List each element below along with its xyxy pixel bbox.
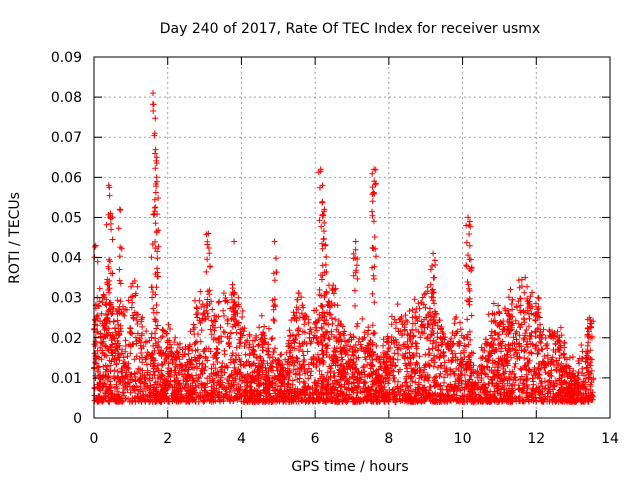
y-tick-label: 0.04 xyxy=(51,251,82,267)
y-tick-label: 0.08 xyxy=(51,90,82,106)
plot-frame xyxy=(93,56,611,419)
y-tick-label: 0.01 xyxy=(51,371,82,387)
chart-title: Day 240 of 2017, Rate Of TEC Index for r… xyxy=(160,21,540,37)
x-tick-label: 8 xyxy=(384,431,393,447)
y-tick-label: 0 xyxy=(73,411,82,427)
y-axis-label: ROTI / TECUs xyxy=(7,192,23,284)
x-tick-label: 6 xyxy=(311,431,320,447)
x-tick-label: 2 xyxy=(163,431,172,447)
y-tick-label: 0.06 xyxy=(51,170,82,186)
x-tick-label: 0 xyxy=(90,431,99,447)
x-axis-label: GPS time / hours xyxy=(291,459,408,475)
x-tick-label: 4 xyxy=(237,431,246,447)
x-tick-label: 14 xyxy=(601,431,619,447)
x-tick-label: 12 xyxy=(527,431,545,447)
y-tick-label: 0.09 xyxy=(51,50,82,66)
y-tick-label: 0.03 xyxy=(51,291,82,307)
axis-ticks: 0 0.01 0.02 0.03 0.04 0.05 0.06 0.07 0.08 0.09 0 2 4… xyxy=(51,50,619,447)
scatter-marks xyxy=(91,90,597,405)
y-tick-label: 0.02 xyxy=(51,331,82,347)
data-points xyxy=(91,90,597,405)
x-tick-label: 10 xyxy=(454,431,472,447)
y-tick-label: 0.07 xyxy=(51,130,82,146)
y-tick-label: 0.05 xyxy=(51,210,82,226)
